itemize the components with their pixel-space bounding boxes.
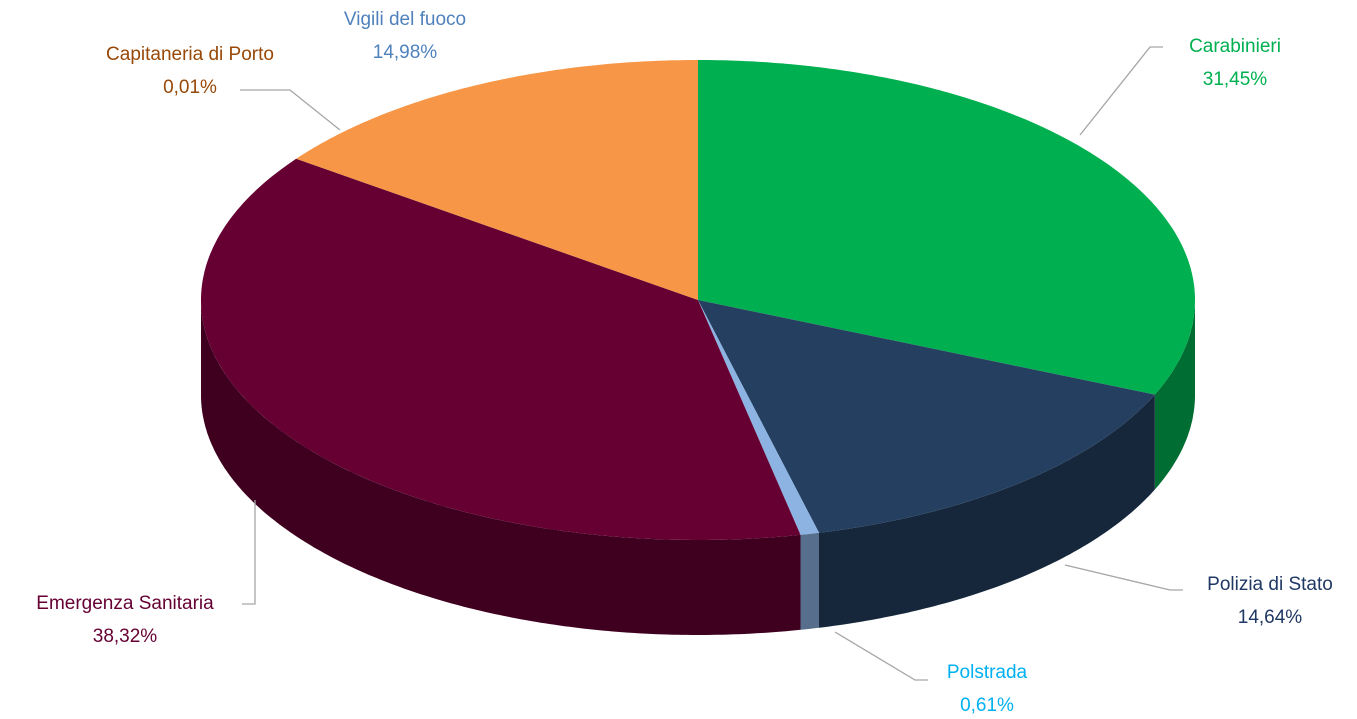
slice-side bbox=[201, 300, 801, 635]
data-label-value: 14,98% bbox=[373, 42, 438, 63]
data-label-value: 0,01% bbox=[163, 77, 217, 98]
slice bbox=[698, 60, 1195, 395]
data-label-value: 14,64% bbox=[1238, 607, 1303, 628]
leader-line bbox=[240, 89, 341, 131]
data-label-name: Vigili del fuoco bbox=[344, 9, 466, 30]
slice-side bbox=[800, 532, 819, 630]
data-label-name: Polizia di Stato bbox=[1207, 574, 1333, 595]
leader-line bbox=[834, 631, 928, 681]
slice bbox=[296, 158, 698, 300]
slice-side bbox=[819, 394, 1155, 628]
data-label-value: 0,61% bbox=[960, 695, 1014, 716]
pie-sides bbox=[201, 300, 1195, 635]
leader-line bbox=[1079, 46, 1163, 136]
slice bbox=[296, 60, 698, 300]
slice bbox=[698, 300, 819, 535]
slice-side bbox=[1154, 300, 1195, 490]
data-label-value: 38,32% bbox=[93, 626, 158, 647]
leader-line bbox=[1064, 564, 1183, 591]
slice bbox=[698, 300, 1155, 533]
data-label-name: Polstrada bbox=[947, 662, 1028, 683]
data-label-name: Capitaneria di Porto bbox=[106, 44, 274, 65]
pie-tops bbox=[201, 60, 1195, 541]
leader-line bbox=[242, 500, 256, 605]
data-label-name: Carabinieri bbox=[1189, 36, 1281, 57]
data-label-name: Emergenza Sanitaria bbox=[36, 593, 214, 614]
data-label-value: 31,45% bbox=[1203, 69, 1268, 90]
slice bbox=[201, 158, 801, 541]
